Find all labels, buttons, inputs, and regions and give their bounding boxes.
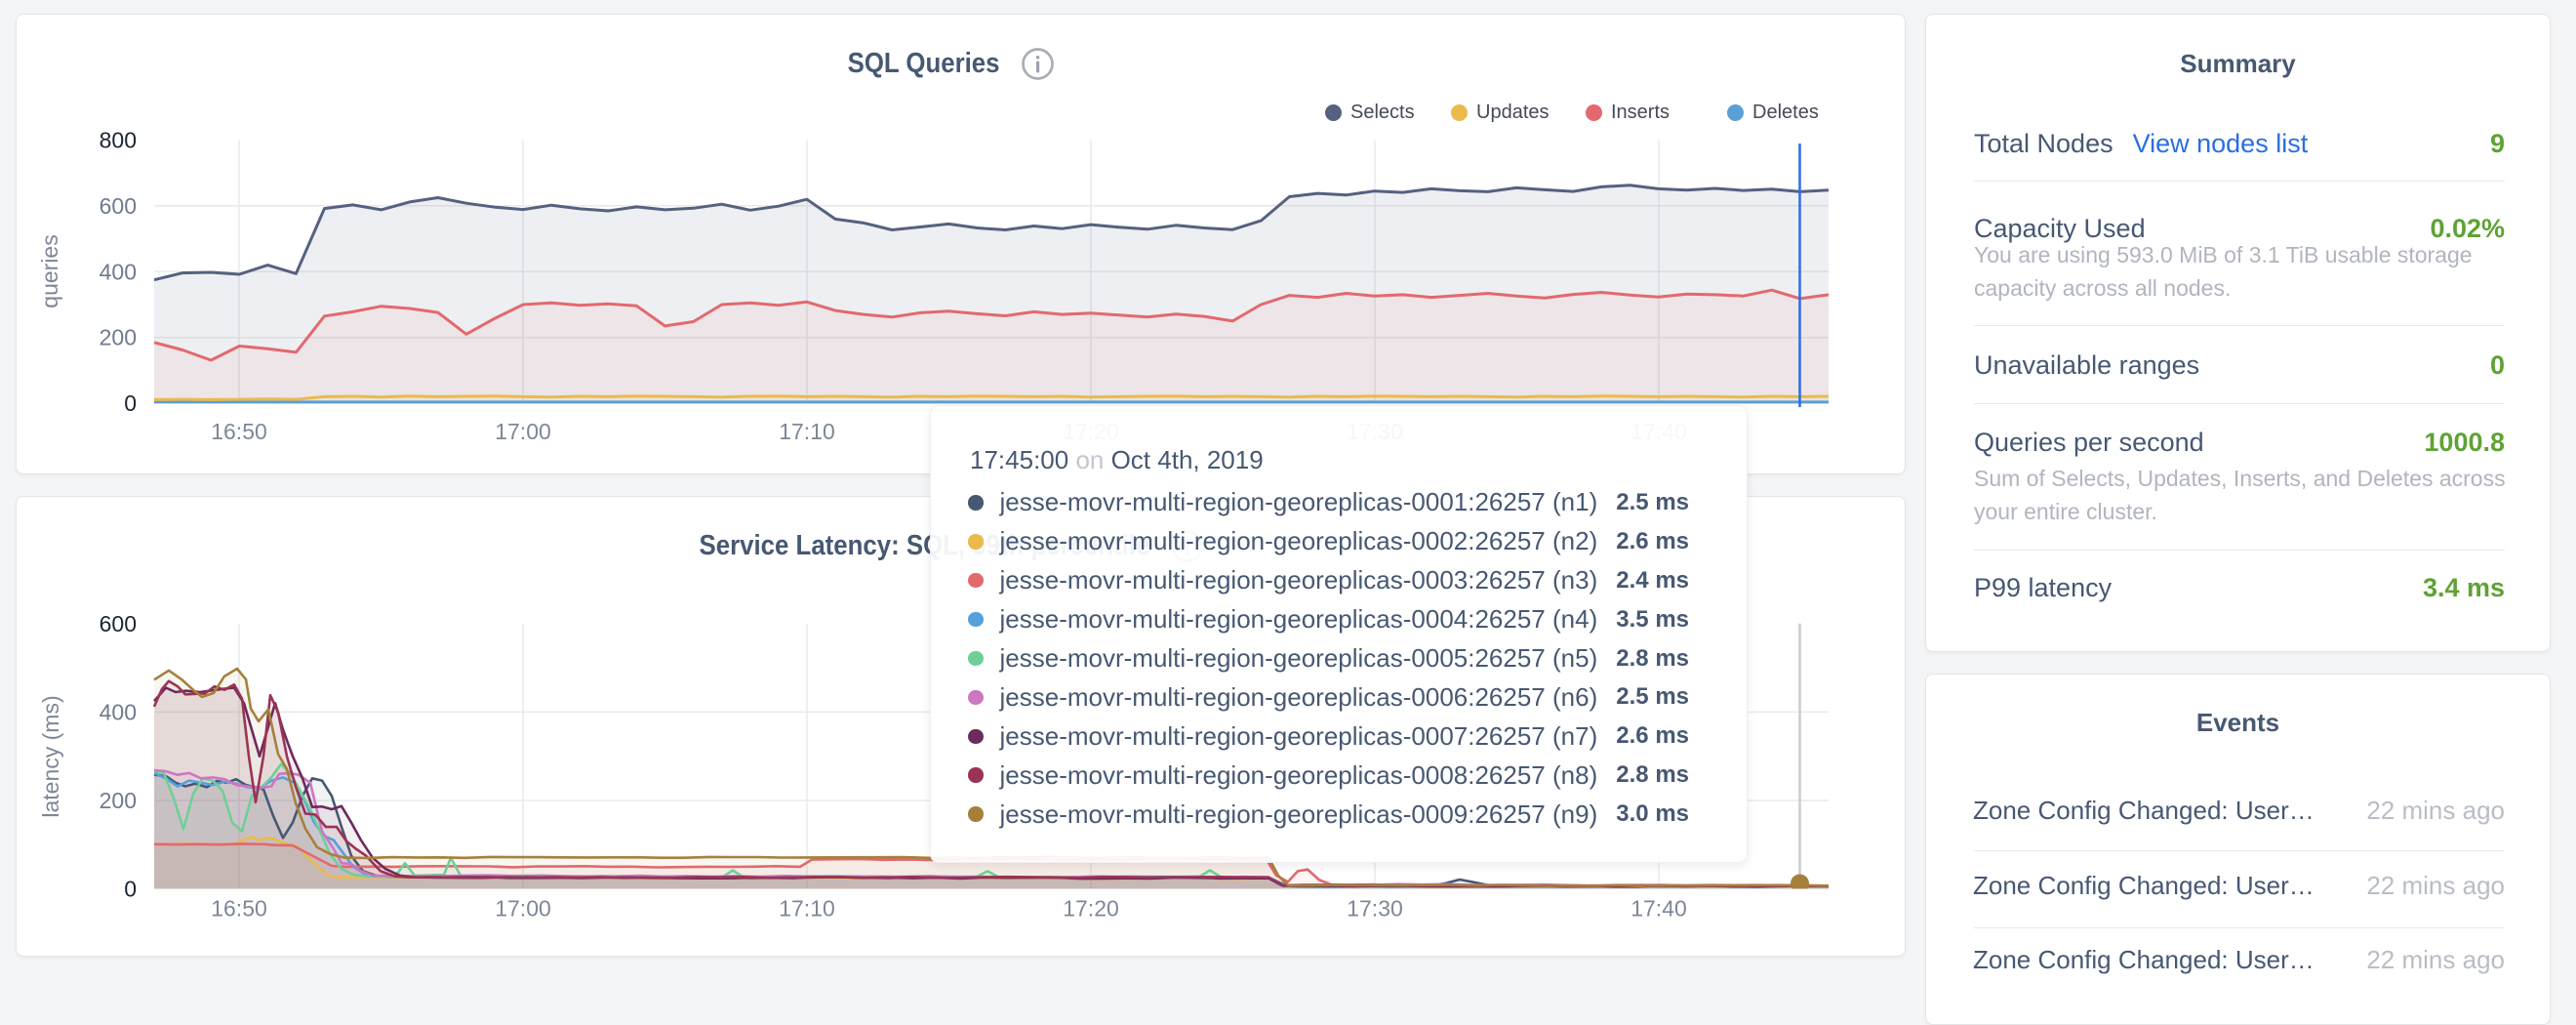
svg-text:16:50: 16:50 xyxy=(211,419,267,444)
svg-text:600: 600 xyxy=(100,611,137,636)
svg-text:0: 0 xyxy=(124,877,137,902)
svg-text:latency (ms): latency (ms) xyxy=(38,695,63,817)
svg-text:17:10: 17:10 xyxy=(779,896,835,922)
svg-text:17:30: 17:30 xyxy=(1347,896,1403,922)
svg-text:200: 200 xyxy=(100,325,137,350)
svg-text:queries: queries xyxy=(37,234,62,308)
svg-text:0: 0 xyxy=(124,390,137,416)
svg-text:17:00: 17:00 xyxy=(495,896,551,922)
svg-text:400: 400 xyxy=(100,259,137,284)
svg-text:17:00: 17:00 xyxy=(495,419,551,444)
svg-text:17:40: 17:40 xyxy=(1630,896,1687,922)
svg-text:200: 200 xyxy=(100,788,137,813)
svg-text:17:20: 17:20 xyxy=(1063,896,1119,922)
svg-text:800: 800 xyxy=(100,128,137,153)
svg-text:400: 400 xyxy=(100,699,137,724)
svg-text:16:50: 16:50 xyxy=(211,896,267,922)
svg-text:600: 600 xyxy=(100,193,137,219)
svg-text:17:10: 17:10 xyxy=(779,419,835,444)
